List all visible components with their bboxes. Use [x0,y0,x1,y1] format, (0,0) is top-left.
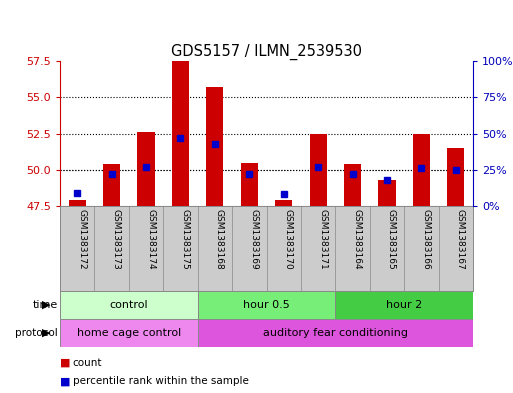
Text: ▶: ▶ [42,300,50,310]
Text: GSM1383175: GSM1383175 [181,209,189,270]
Text: GSM1383169: GSM1383169 [249,209,258,270]
Bar [69,200,86,206]
Text: auditory fear conditioning: auditory fear conditioning [263,328,408,338]
Text: GSM1383171: GSM1383171 [318,209,327,270]
Bar [172,61,189,206]
Bar [379,180,396,206]
Text: GSM1383164: GSM1383164 [352,209,362,270]
Text: count: count [73,358,102,368]
Text: ■: ■ [60,358,70,368]
Text: hour 0.5: hour 0.5 [243,300,290,310]
Bar [198,319,473,347]
Text: GSM1383167: GSM1383167 [456,209,465,270]
Text: protocol: protocol [15,328,58,338]
Text: control: control [109,300,148,310]
Bar [413,134,430,206]
Bar [60,319,198,347]
Bar [336,291,473,319]
Bar [241,162,258,206]
Text: GSM1383174: GSM1383174 [146,209,155,270]
Bar [103,164,120,206]
Text: ■: ■ [60,376,70,386]
Text: time: time [33,300,58,310]
Text: GSM1383172: GSM1383172 [77,209,86,270]
Text: GSM1383173: GSM1383173 [112,209,121,270]
Text: home cage control: home cage control [77,328,181,338]
Bar [60,291,198,319]
Bar [198,291,336,319]
Bar [275,200,292,206]
Title: GDS5157 / ILMN_2539530: GDS5157 / ILMN_2539530 [171,44,362,60]
Bar [344,164,361,206]
Bar [137,132,154,206]
Text: ▶: ▶ [42,328,50,338]
Text: percentile rank within the sample: percentile rank within the sample [73,376,249,386]
Bar [206,87,224,206]
Bar [447,148,464,206]
Text: GSM1383170: GSM1383170 [284,209,293,270]
Text: GSM1383165: GSM1383165 [387,209,396,270]
Text: hour 2: hour 2 [386,300,422,310]
Bar [309,134,327,206]
Text: GSM1383168: GSM1383168 [215,209,224,270]
Text: GSM1383166: GSM1383166 [421,209,430,270]
